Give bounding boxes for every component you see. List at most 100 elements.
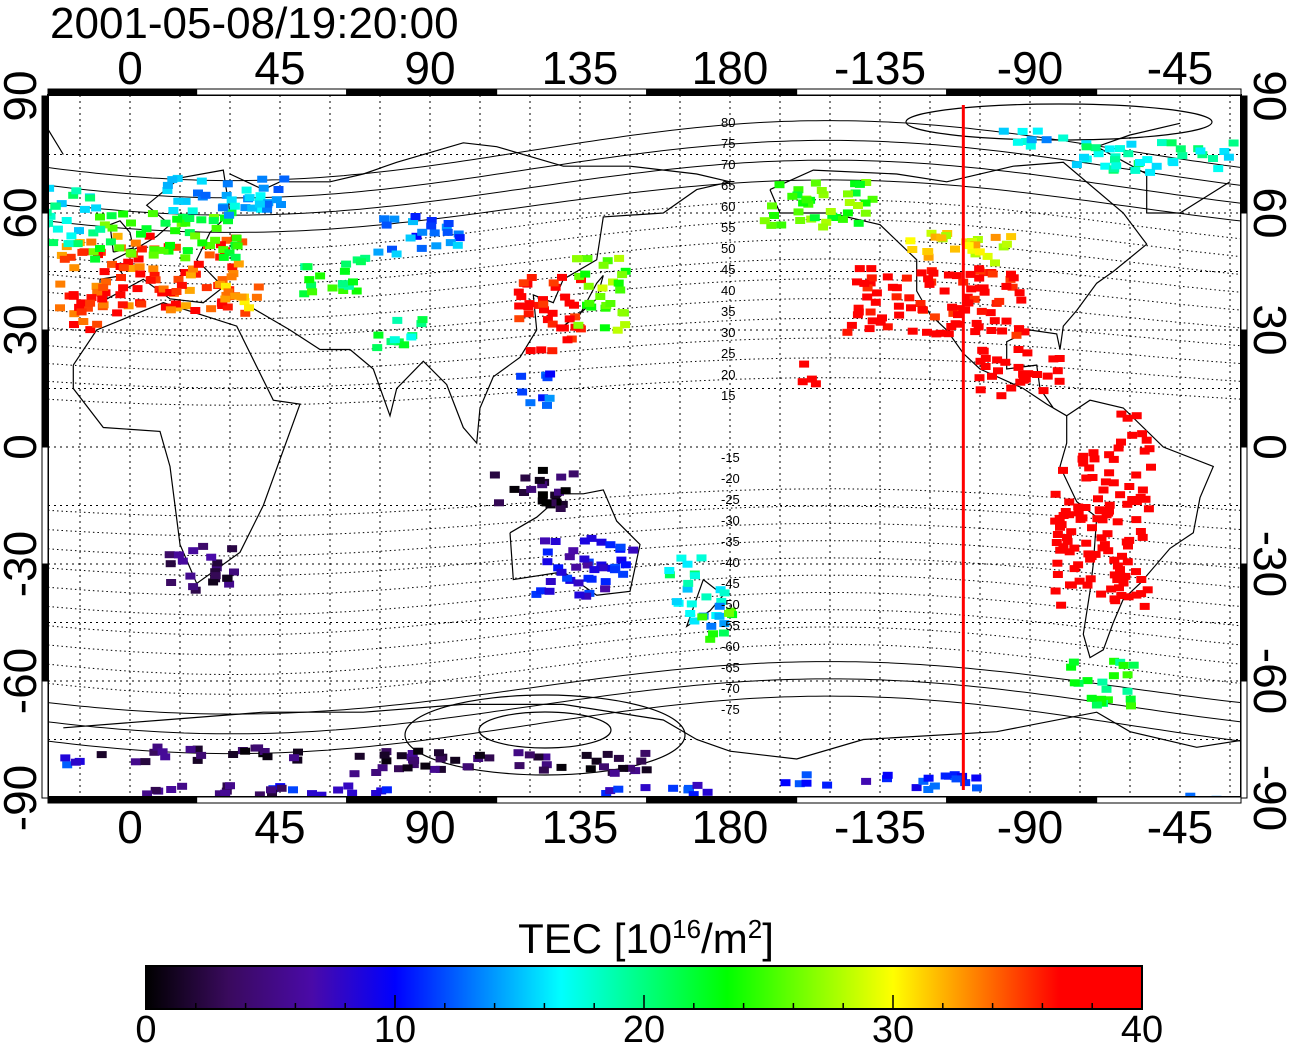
tec-sample <box>599 763 609 771</box>
tec-sample <box>1096 590 1107 598</box>
tec-sample <box>494 499 504 507</box>
tec-sample <box>392 316 403 324</box>
tec-sample <box>1001 317 1012 325</box>
tec-sample <box>402 764 413 772</box>
tec-sample <box>1078 459 1089 467</box>
tec-sample <box>1069 544 1080 552</box>
tec-sample <box>1077 514 1088 522</box>
tec-sample <box>1068 658 1079 666</box>
tec-sample <box>1051 539 1062 546</box>
tec-sample <box>970 328 981 336</box>
top-longitude-tick-label: -90 <box>996 42 1064 94</box>
tec-sample <box>435 765 446 773</box>
map-frame <box>41 88 1248 804</box>
tec-sample <box>917 306 928 314</box>
tec-sample <box>614 254 625 262</box>
tec-sample <box>99 221 110 229</box>
tec-sample <box>244 194 255 202</box>
tec-sample <box>537 481 548 489</box>
tec-sample <box>233 260 244 268</box>
tec-sample <box>1124 483 1135 490</box>
top-longitude-tick-label: 0 <box>117 42 143 94</box>
tec-sample <box>997 327 1008 335</box>
tec-sample <box>214 790 225 797</box>
tec-sample <box>671 598 682 606</box>
magnetic-latitude-label: -40 <box>721 555 740 570</box>
tec-sample <box>223 288 234 296</box>
bottom-longitude-tick-label: 180 <box>691 801 769 853</box>
magnetic-latitude-contour <box>48 643 1241 695</box>
tec-sample <box>1137 430 1148 438</box>
tec-sample <box>1081 474 1092 482</box>
tec-sample <box>843 190 853 198</box>
tec-sample <box>1116 410 1127 418</box>
tec-sample <box>178 213 188 221</box>
tec-sample <box>965 270 976 278</box>
tec-sample <box>266 786 276 794</box>
tec-sample <box>180 254 191 262</box>
tec-sample <box>237 238 248 246</box>
tec-sample <box>630 767 641 775</box>
tec-sample <box>664 567 675 574</box>
tec-sample <box>474 751 485 759</box>
tec-sample <box>1096 695 1107 703</box>
tec-sample <box>580 270 591 278</box>
tec-sample <box>355 258 366 266</box>
tec-sample <box>696 554 707 562</box>
tec-sample <box>591 757 602 765</box>
tec-sample <box>1144 445 1155 453</box>
tec-sample <box>1064 548 1075 556</box>
tec-sample <box>1091 701 1102 709</box>
magnetic-latitude-label: -55 <box>721 618 740 633</box>
tec-sample <box>62 761 73 769</box>
tec-sample <box>513 288 524 296</box>
tec-sample <box>333 786 344 794</box>
tec-sample <box>569 301 579 309</box>
tec-sample <box>556 473 567 481</box>
map-timestamp-title: 2001-05-08/19:20:00 <box>50 0 459 48</box>
tec-sample <box>793 186 804 194</box>
tec-sample <box>1081 539 1092 547</box>
tec-sample <box>967 246 978 254</box>
tec-sample <box>1117 552 1127 560</box>
tec-sample <box>1115 491 1126 499</box>
tec-sample <box>59 255 70 263</box>
tec-sample <box>394 765 404 773</box>
tec-sample <box>1066 663 1077 671</box>
tec-sample <box>1112 518 1123 526</box>
left-latitude-tick-label: 30 <box>0 304 46 356</box>
tec-sample <box>98 301 109 309</box>
tec-sample <box>974 265 985 273</box>
tec-sample <box>574 591 585 599</box>
magnetic-latitude-contour <box>48 337 1241 372</box>
tec-sample <box>596 538 607 546</box>
tec-sample <box>1001 240 1012 248</box>
bottom-longitude-tick-label: 45 <box>254 801 306 853</box>
tec-sample <box>514 302 525 310</box>
tec-sample <box>688 791 699 797</box>
tec-sample <box>972 784 982 792</box>
tec-sample <box>854 180 865 188</box>
tec-sample <box>523 303 534 311</box>
tec-sample <box>1042 372 1053 380</box>
tec-sample <box>609 566 620 574</box>
tec-sample <box>538 394 549 402</box>
tec-sample <box>801 196 812 204</box>
tec-sample <box>69 264 80 272</box>
tec-sample <box>222 574 233 582</box>
tec-sample <box>882 323 893 331</box>
tec-sample <box>1013 363 1024 371</box>
tec-sample <box>71 187 82 195</box>
tec-sample <box>891 293 902 301</box>
tec-sample <box>343 782 354 790</box>
tec-sample <box>50 202 61 210</box>
tec-sample <box>1195 147 1206 155</box>
tec-sample <box>537 491 548 499</box>
tec-sample <box>454 234 465 242</box>
tec-sample <box>608 278 618 286</box>
magnetic-latitude-contour <box>48 540 1241 577</box>
tec-sample <box>636 757 647 765</box>
tec-sample <box>157 748 168 756</box>
tec-sample <box>123 258 134 266</box>
tec-sample <box>162 187 173 194</box>
